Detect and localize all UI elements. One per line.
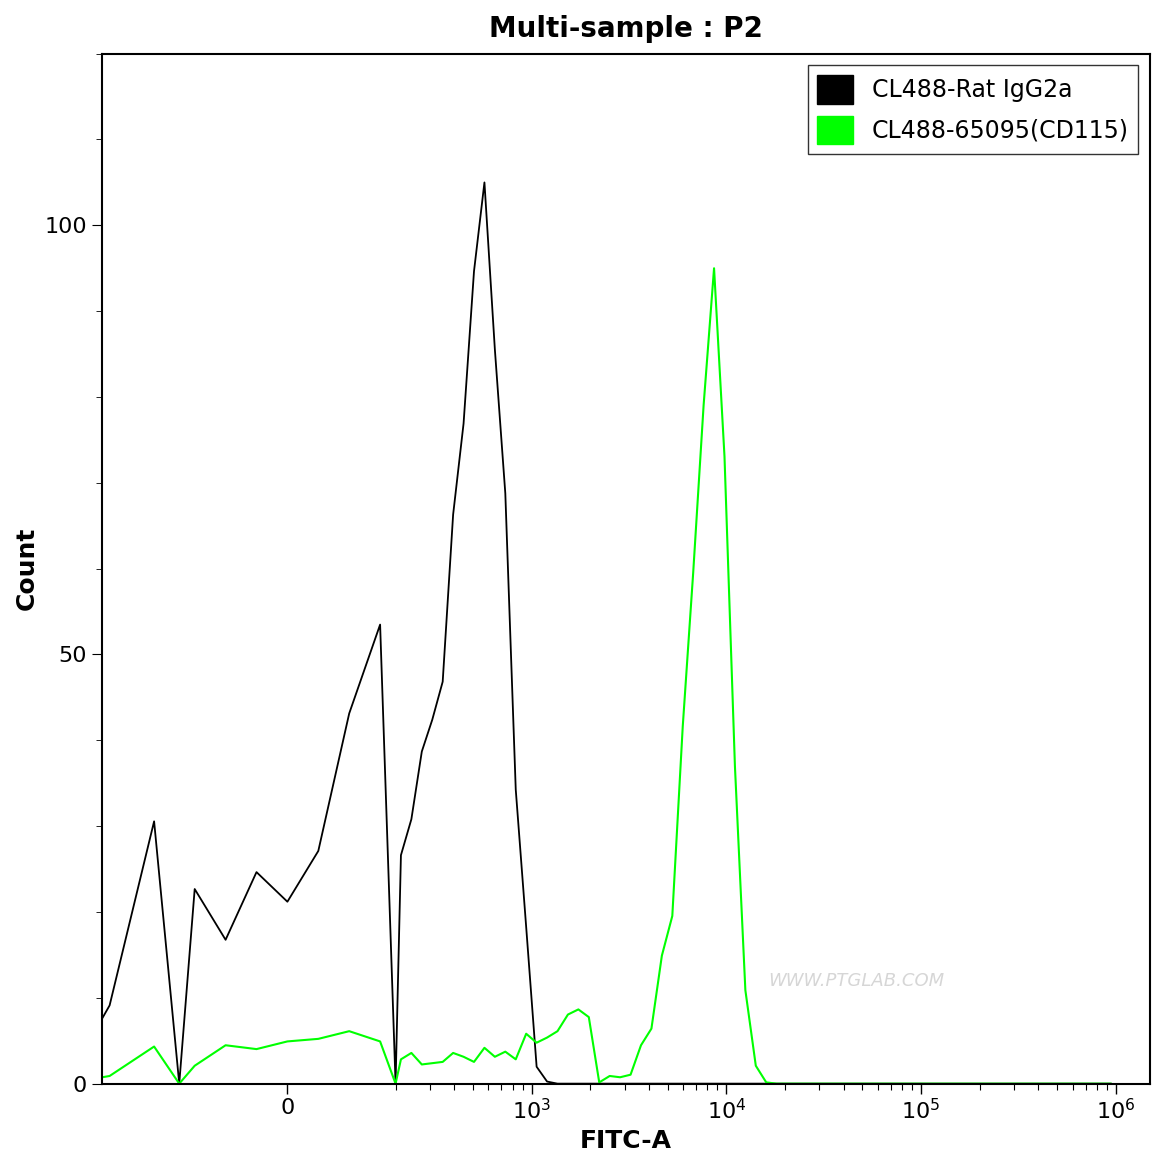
X-axis label: FITC-A: FITC-A bbox=[580, 1129, 672, 1153]
Text: WWW.PTGLAB.COM: WWW.PTGLAB.COM bbox=[769, 972, 945, 989]
Title: Multi-sample : P2: Multi-sample : P2 bbox=[489, 15, 763, 43]
Y-axis label: Count: Count bbox=[15, 527, 38, 611]
Legend: CL488-Rat IgG2a, CL488-65095(CD115): CL488-Rat IgG2a, CL488-65095(CD115) bbox=[809, 65, 1138, 154]
